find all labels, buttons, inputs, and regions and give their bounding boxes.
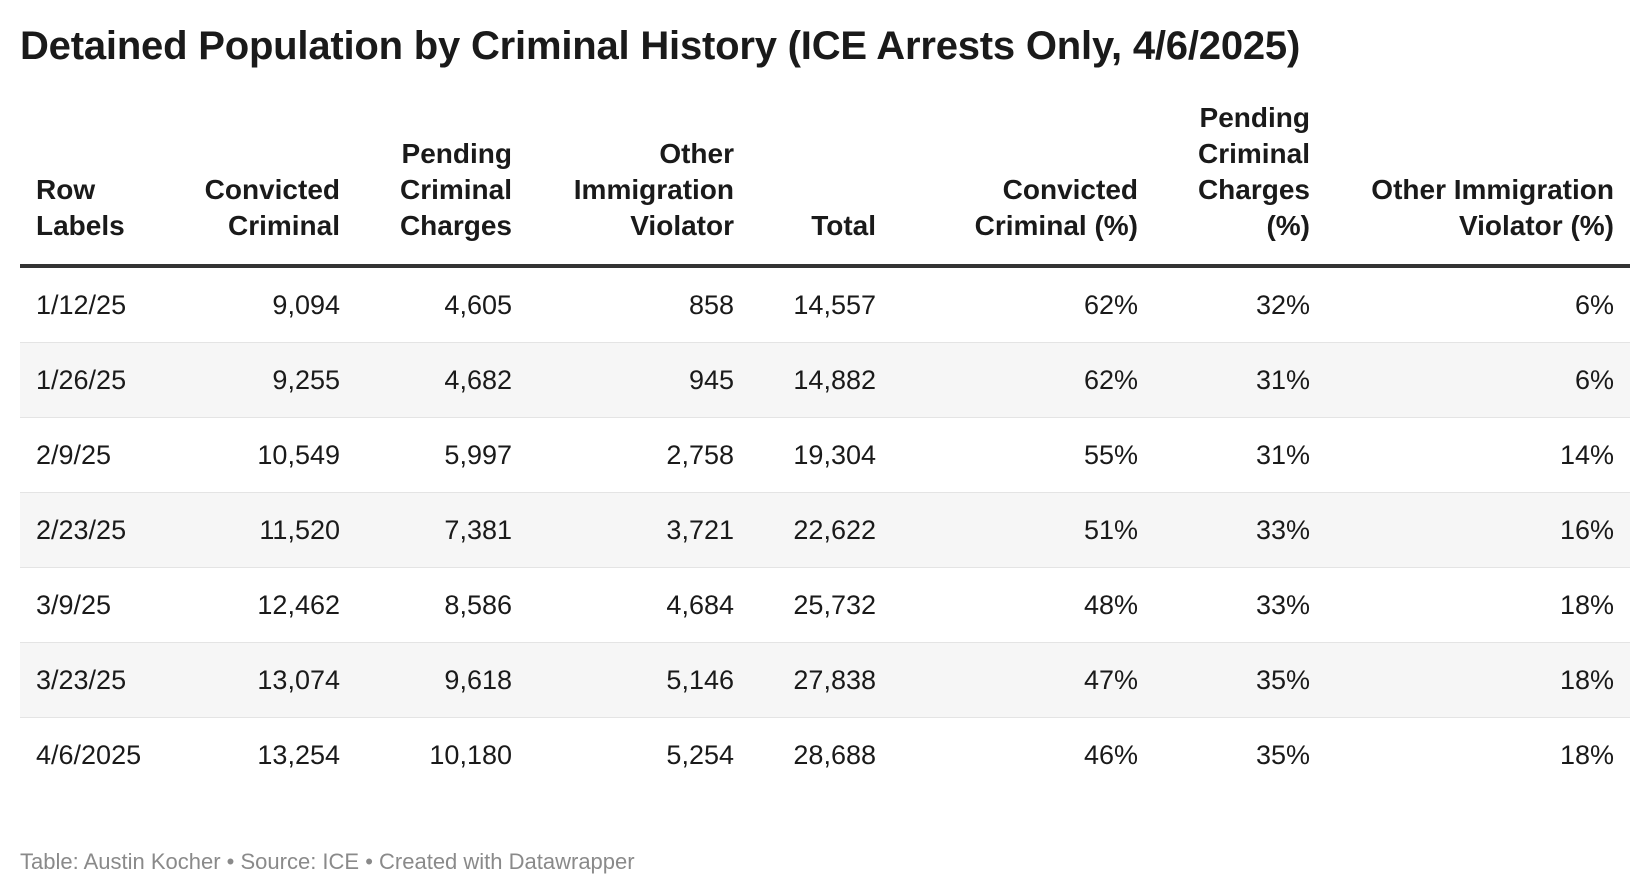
pending-charges-pct-cell: 33% bbox=[1154, 567, 1326, 643]
row-label-cell: 2/23/25 bbox=[20, 492, 178, 568]
column-header-total: Total bbox=[750, 100, 892, 268]
convicted-criminal-pct-cell: 55% bbox=[892, 417, 1154, 493]
pending-charges-pct-cell: 35% bbox=[1154, 642, 1326, 718]
data-table: Row Labels Convicted Criminal Pending Cr… bbox=[20, 100, 1630, 792]
row-label-cell: 3/9/25 bbox=[20, 567, 178, 643]
pending-charges-cell: 7,381 bbox=[356, 492, 528, 568]
pending-charges-cell: 10,180 bbox=[356, 717, 528, 792]
row-label-cell: 3/23/25 bbox=[20, 642, 178, 718]
other-violator-cell: 5,254 bbox=[528, 717, 750, 792]
column-header-pending-criminal-charges-pct: Pending Criminal Charges (%) bbox=[1154, 100, 1326, 268]
pending-charges-cell: 4,682 bbox=[356, 342, 528, 418]
other-violator-cell: 858 bbox=[688, 290, 734, 320]
pending-charges-pct-cell: 31% bbox=[1154, 417, 1326, 493]
pending-charges-pct-cell: 35% bbox=[1154, 717, 1326, 792]
convicted-criminal-pct-cell: 62% bbox=[892, 342, 1154, 418]
table-header-row: Row Labels Convicted Criminal Pending Cr… bbox=[20, 100, 1630, 268]
other-violator-pct-cell: 18% bbox=[1326, 567, 1630, 643]
convicted-criminal-cell: 13,254 bbox=[178, 717, 356, 792]
other-violator-pct-cell: 16% bbox=[1326, 492, 1630, 568]
convicted-criminal-cell: 13,074 bbox=[178, 642, 356, 718]
other-violator-cell: 4,684 bbox=[528, 567, 750, 643]
pending-charges-cell: 9,618 bbox=[356, 642, 528, 718]
other-violator-pct-cell: 6% bbox=[1326, 342, 1630, 418]
other-violator-cell: 5,146 bbox=[528, 642, 750, 718]
row-label-cell: 1/26/25 bbox=[20, 342, 178, 418]
total-cell: 22,622 bbox=[750, 492, 892, 568]
pending-charges-pct-cell: 32% bbox=[1255, 290, 1310, 320]
table-row: 2/23/25 11,520 7,381 3,721 22,622 51% 33… bbox=[20, 492, 1630, 568]
other-violator-cell: 2,758 bbox=[528, 417, 750, 493]
pending-charges-pct-cell: 33% bbox=[1154, 492, 1326, 568]
table-row: 1/12/25 9,094 4,605 858 14,557 62% 32% 6… bbox=[20, 266, 1630, 343]
other-violator-pct-cell: 18% bbox=[1326, 642, 1630, 718]
table-row: 2/9/25 10,549 5,997 2,758 19,304 55% 31%… bbox=[20, 417, 1630, 493]
other-violator-pct-cell: 18% bbox=[1326, 717, 1630, 792]
convicted-criminal-pct-cell: 51% bbox=[892, 492, 1154, 568]
convicted-criminal-cell: 9,255 bbox=[178, 342, 356, 418]
total-cell: 27,838 bbox=[750, 642, 892, 718]
column-header-other-immigration-violator-pct: Other Immigration Violator (%) bbox=[1326, 100, 1630, 268]
source-footer: Table: Austin Kocher • Source: ICE • Cre… bbox=[20, 849, 635, 874]
column-header-convicted-criminal: Convicted Criminal bbox=[178, 100, 356, 268]
column-header-row-labels: Row Labels bbox=[20, 100, 178, 268]
table-row: 3/23/25 13,074 9,618 5,146 27,838 47% 35… bbox=[20, 642, 1630, 718]
other-violator-cell: 3,721 bbox=[528, 492, 750, 568]
other-violator-cell: 945 bbox=[528, 342, 750, 418]
chart-title: Detained Population by Criminal History … bbox=[20, 24, 1301, 68]
total-cell: 14,882 bbox=[750, 342, 892, 418]
table-row: 3/9/25 12,462 8,586 4,684 25,732 48% 33%… bbox=[20, 567, 1630, 643]
table-row: 4/6/2025 13,254 10,180 5,254 28,688 46% … bbox=[20, 717, 1630, 792]
row-label-cell: 1/12/25 bbox=[36, 290, 127, 320]
total-cell: 14,557 bbox=[793, 290, 876, 320]
total-cell: 19,304 bbox=[750, 417, 892, 493]
other-violator-pct-cell: 6% bbox=[1574, 290, 1614, 320]
row-label-cell: 2/9/25 bbox=[20, 417, 178, 493]
table-row: 1/26/25 9,255 4,682 945 14,882 62% 31% 6… bbox=[20, 342, 1630, 418]
total-cell: 28,688 bbox=[750, 717, 892, 792]
convicted-criminal-pct-cell: 48% bbox=[892, 567, 1154, 643]
total-cell: 25,732 bbox=[750, 567, 892, 643]
convicted-criminal-cell: 9,094 bbox=[272, 290, 340, 320]
convicted-criminal-cell: 12,462 bbox=[178, 567, 356, 643]
column-header-pending-criminal-charges: Pending Criminal Charges bbox=[356, 100, 528, 268]
data-table-container: Row Labels Convicted Criminal Pending Cr… bbox=[20, 100, 1630, 792]
row-label-cell: 4/6/2025 bbox=[20, 717, 178, 792]
convicted-criminal-pct-cell: 62% bbox=[1083, 290, 1138, 320]
column-header-convicted-criminal-pct: Convicted Criminal (%) bbox=[892, 100, 1154, 268]
pending-charges-cell: 8,586 bbox=[356, 567, 528, 643]
column-header-other-immigration-violator: Other Immigration Violator bbox=[528, 100, 750, 268]
pending-charges-cell: 5,997 bbox=[356, 417, 528, 493]
convicted-criminal-pct-cell: 47% bbox=[892, 642, 1154, 718]
convicted-criminal-cell: 11,520 bbox=[178, 492, 356, 568]
convicted-criminal-pct-cell: 46% bbox=[892, 717, 1154, 792]
other-violator-pct-cell: 14% bbox=[1326, 417, 1630, 493]
convicted-criminal-cell: 10,549 bbox=[178, 417, 356, 493]
pending-charges-pct-cell: 31% bbox=[1154, 342, 1326, 418]
pending-charges-cell: 4,605 bbox=[444, 290, 512, 320]
